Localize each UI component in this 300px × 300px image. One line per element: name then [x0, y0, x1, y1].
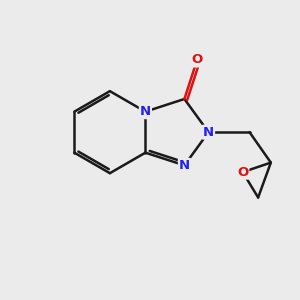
Text: O: O	[191, 53, 203, 67]
Text: N: N	[179, 159, 190, 172]
Text: N: N	[203, 126, 214, 139]
Text: O: O	[237, 166, 248, 178]
Text: N: N	[140, 105, 151, 118]
